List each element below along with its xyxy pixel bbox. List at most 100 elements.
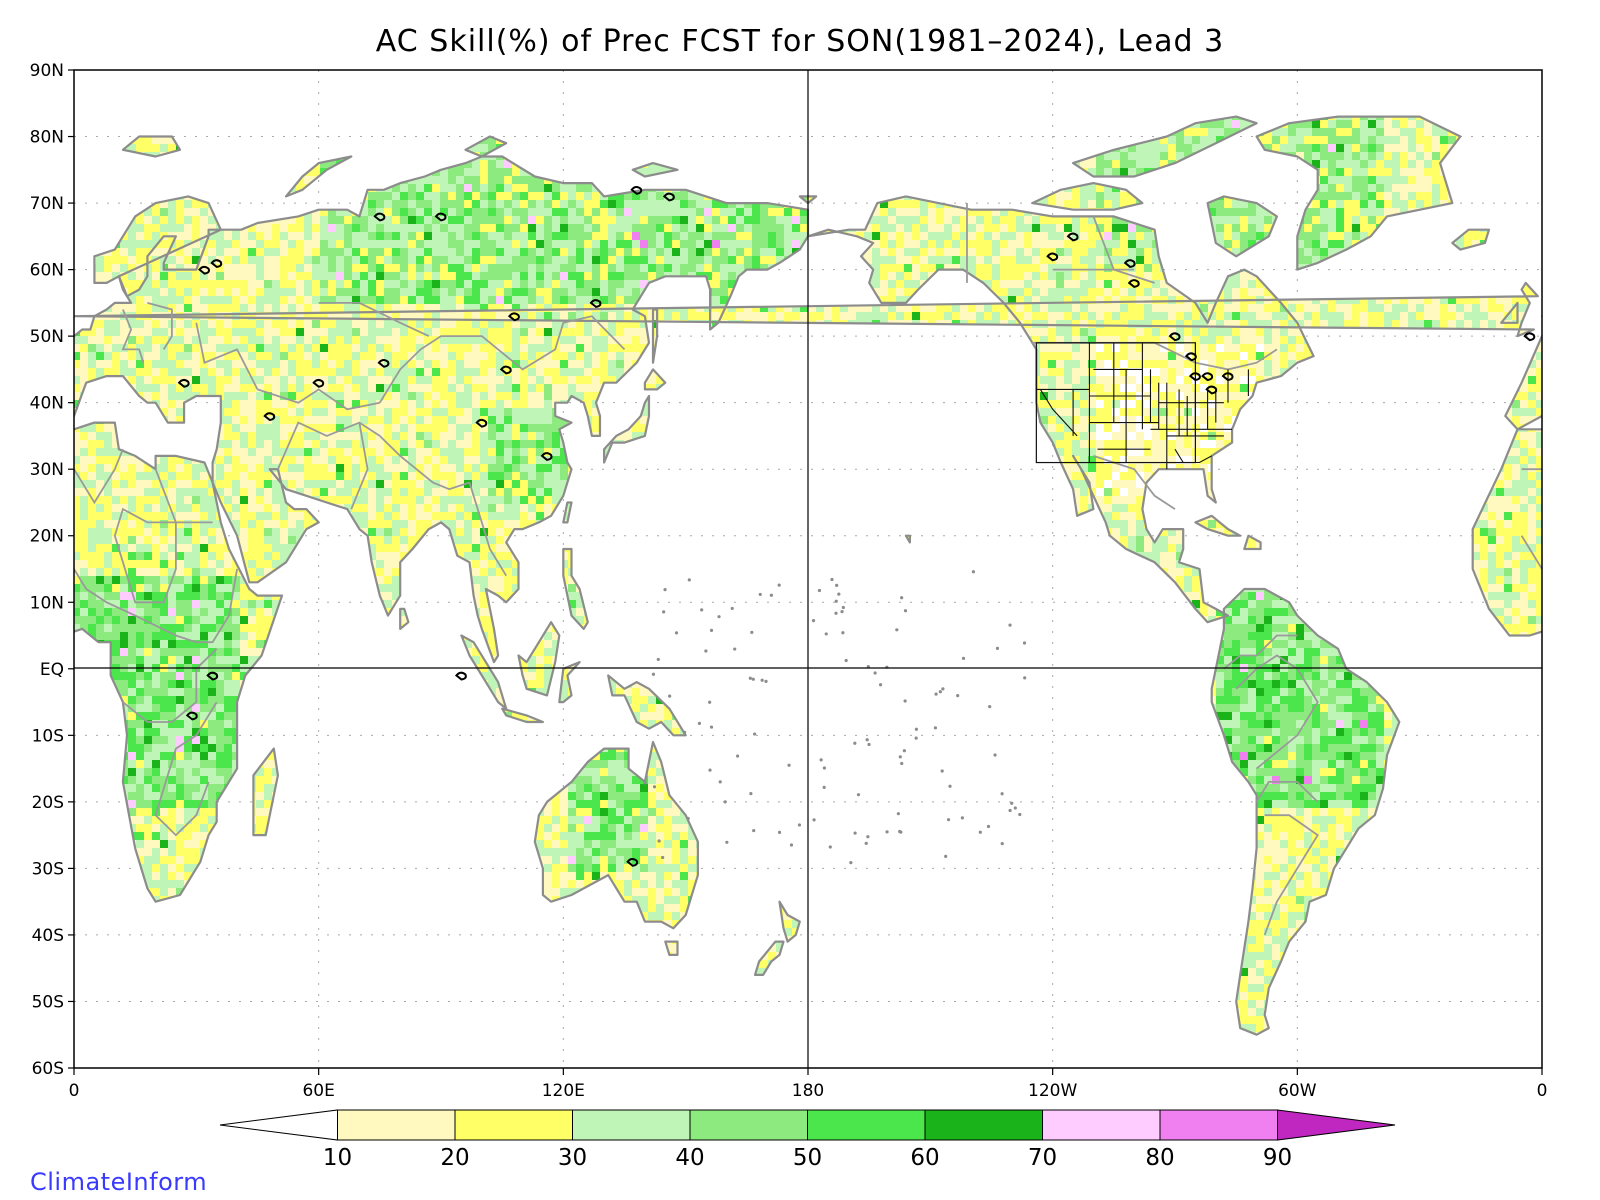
skill-cell — [440, 304, 448, 312]
skill-cell — [560, 456, 568, 464]
skill-cell — [360, 352, 368, 360]
skill-cell — [176, 200, 184, 208]
skill-cell — [480, 320, 488, 328]
skill-cell — [184, 360, 192, 368]
skill-cell — [248, 232, 256, 240]
skill-cell — [616, 280, 624, 288]
skill-cell — [464, 376, 472, 384]
skill-cell — [248, 528, 256, 536]
skill-cell — [344, 296, 352, 304]
skill-cell — [552, 496, 560, 504]
skill-cell — [496, 320, 504, 328]
skill-cell — [328, 264, 336, 272]
skill-cell — [536, 408, 544, 416]
skill-cell — [488, 536, 496, 544]
skill-cell — [648, 216, 656, 224]
skill-cell — [472, 224, 480, 232]
skill-cell — [624, 320, 632, 328]
skill-cell — [432, 384, 440, 392]
skill-cell — [560, 280, 568, 288]
skill-cell — [456, 176, 464, 184]
skill-cell — [392, 232, 400, 240]
skill-cell — [472, 352, 480, 360]
skill-cell — [336, 352, 344, 360]
skill-cell — [48, 232, 56, 240]
skill-cell — [184, 232, 192, 240]
skill-cell — [328, 280, 336, 288]
skill-cell — [248, 432, 256, 440]
skill-cell — [520, 272, 528, 280]
skill-cell — [288, 224, 296, 232]
skill-cell — [48, 648, 56, 656]
skill-cell — [32, 360, 40, 368]
skill-cell — [488, 296, 496, 304]
skill-cell — [32, 304, 40, 312]
skill-cell — [296, 432, 304, 440]
skill-cell — [536, 200, 544, 208]
skill-cell — [368, 416, 376, 424]
skill-cell — [488, 584, 496, 592]
skill-cell — [320, 400, 328, 408]
skill-cell — [280, 232, 288, 240]
skill-cell — [376, 328, 384, 336]
skill-cell — [368, 280, 376, 288]
skill-cell — [456, 424, 464, 432]
skill-cell — [512, 488, 520, 496]
skill-cell — [512, 416, 520, 424]
skill-cell — [64, 488, 72, 496]
skill-cell — [448, 200, 456, 208]
skill-cell — [352, 424, 360, 432]
skill-cell — [56, 296, 64, 304]
skill-cell — [424, 336, 432, 344]
skill-cell — [408, 504, 416, 512]
skill-cell — [376, 288, 384, 296]
skill-cell — [552, 384, 560, 392]
skill-cell — [320, 392, 328, 400]
skill-cell — [272, 280, 280, 288]
skill-cell — [368, 512, 376, 520]
skill-cell — [552, 464, 560, 472]
skill-cell — [272, 232, 280, 240]
skill-cell — [496, 216, 504, 224]
skill-cell — [256, 232, 264, 240]
skill-cell — [74, 392, 80, 400]
skill-cell — [208, 328, 216, 336]
skill-cell — [432, 448, 440, 456]
skill-cell — [600, 376, 608, 384]
skill-cell — [392, 192, 400, 200]
skill-cell — [544, 336, 552, 344]
skill-cell — [432, 272, 440, 280]
skill-cell — [520, 256, 528, 264]
skill-cell — [584, 328, 592, 336]
skill-cell — [56, 424, 64, 432]
skill-cell — [536, 504, 544, 512]
skill-cell — [560, 192, 568, 200]
skill-cell — [152, 232, 160, 240]
skill-cell — [48, 488, 56, 496]
skill-cell — [432, 424, 440, 432]
skill-cell — [40, 552, 48, 560]
skill-cell — [64, 392, 72, 400]
skill-cell — [504, 408, 512, 416]
skill-cell — [504, 560, 512, 568]
skill-cell — [360, 384, 368, 392]
skill-cell — [272, 304, 280, 312]
skill-cell — [240, 448, 248, 456]
skill-cell — [320, 232, 328, 240]
skill-cell — [320, 368, 328, 376]
skill-cell — [568, 360, 576, 368]
skill-cell — [400, 264, 408, 272]
skill-cell — [528, 240, 536, 248]
skill-cell — [384, 208, 392, 216]
skill-cell — [80, 352, 88, 360]
skill-cell — [384, 488, 392, 496]
skill-cell — [456, 200, 464, 208]
skill-cell — [416, 296, 424, 304]
skill-cell — [74, 352, 80, 360]
skill-cell — [432, 464, 440, 472]
skill-cell — [360, 328, 368, 336]
skill-cell — [488, 352, 496, 360]
skill-cell — [536, 440, 544, 448]
skill-cell — [408, 200, 416, 208]
skill-cell — [464, 544, 472, 552]
